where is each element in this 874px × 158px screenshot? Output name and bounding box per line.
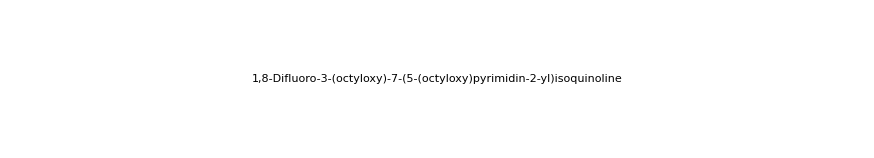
Text: 1,8-Difluoro-3-(octyloxy)-7-(5-(octyloxy)pyrimidin-2-yl)isoquinoline: 1,8-Difluoro-3-(octyloxy)-7-(5-(octyloxy… (252, 74, 622, 84)
